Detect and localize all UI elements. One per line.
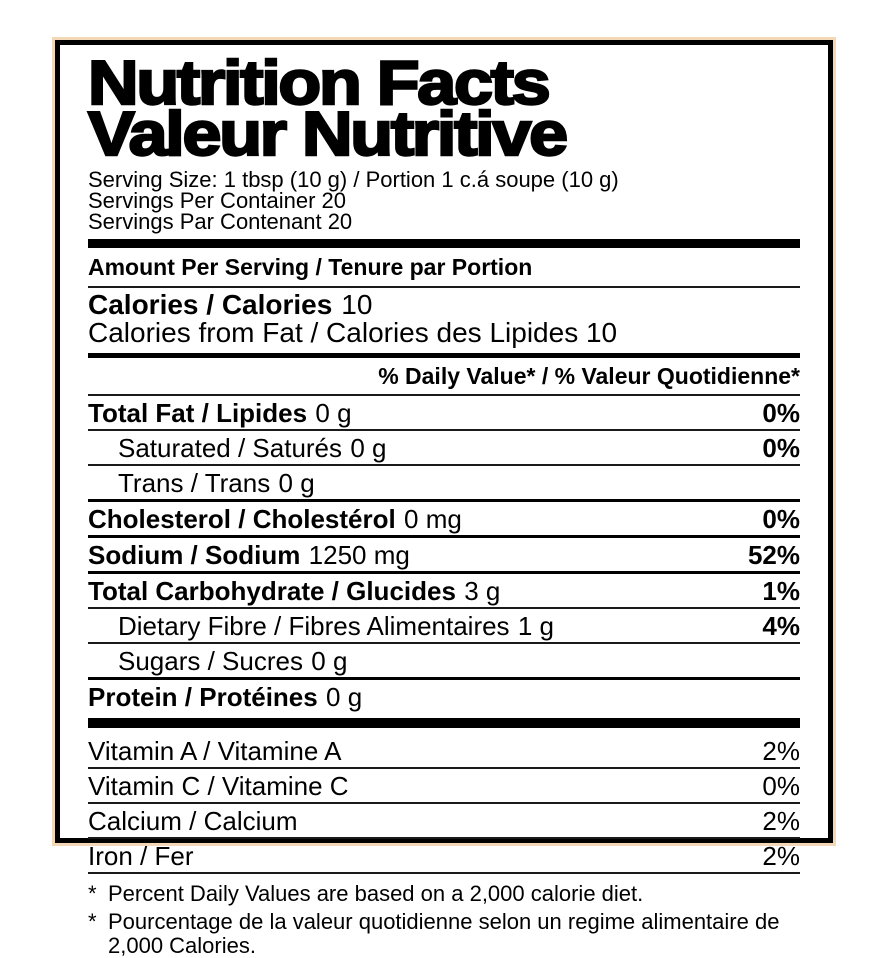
asterisk-marker: *: [88, 908, 97, 934]
nutrient-dv: 4%: [762, 610, 800, 641]
nutrient-label: Dietary Fibre / Fibres Alimentaires: [118, 610, 510, 641]
nutrient-row-carbohydrate: Total Carbohydrate / Glucides 3 g 1%: [88, 574, 800, 607]
nutrient-label: Sodium / Sodium: [88, 539, 301, 570]
divider: [88, 498, 800, 502]
vitamin-dv: 2%: [762, 840, 800, 871]
servings-par-contenant: Servings Par Contenant 20: [88, 208, 353, 234]
footnote-text: Pourcentage de la valeur quotidienne sel…: [108, 908, 780, 958]
nutrient-label: Total Fat / Lipides: [88, 397, 308, 428]
nutrient-amount: 0 g: [278, 467, 315, 498]
divider: [88, 428, 800, 431]
nutrient-row-trans: Trans / Trans 0 g: [88, 466, 800, 499]
calories-row: Calories / Calories 10: [88, 288, 800, 320]
divider: [88, 801, 800, 804]
divider: [88, 393, 800, 396]
footnote-french: * Pourcentage de la valeur quotidienne s…: [88, 908, 800, 958]
daily-value-header: % Daily Value* / % Valeur Quotidienne*: [378, 362, 800, 389]
nutrient-row-saturated: Saturated / Saturés 0 g 0%: [88, 431, 800, 464]
nutrient-row-sodium: Sodium / Sodium 1250 mg 52%: [88, 538, 800, 571]
nutrient-amount: 0 g: [350, 432, 387, 463]
nutrient-dv: 0%: [762, 503, 800, 534]
divider: [88, 676, 800, 680]
nutrient-dv: 52%: [747, 539, 800, 570]
amount-per-serving-header: Amount Per Serving / Tenure par Portion: [88, 253, 533, 280]
vitamin-dv: 2%: [762, 735, 800, 766]
vitamin-row-iron: Iron / Fer 2%: [88, 839, 800, 872]
servings-per-container: Servings Per Container 20: [88, 187, 347, 213]
nutrient-row-protein: Protein / Protéines 0 g: [88, 680, 800, 713]
vitamin-row-a: Vitamin A / Vitamine A 2%: [88, 734, 800, 767]
nutrient-label: Protein / Protéines: [88, 681, 318, 712]
vitamin-label: Vitamin A / Vitamine A: [88, 735, 342, 766]
nutrient-dv: 1%: [762, 575, 800, 606]
nutrient-amount: 0 mg: [404, 503, 462, 534]
nutrient-row-fibre: Dietary Fibre / Fibres Alimentaires 1 g 4…: [88, 609, 800, 642]
nutrient-row-cholesterol: Cholesterol / Cholestérol 0 mg 0%: [88, 502, 800, 535]
label-content: Nutrition Facts Valeur Nutritive Serving…: [60, 45, 828, 958]
nutrient-dv: 0%: [762, 397, 800, 428]
serving-size: Serving Size: 1 tbsp (10 g) / Portion 1 …: [88, 166, 619, 192]
label-title: Nutrition Facts Valeur Nutritive: [87, 49, 800, 169]
vitamin-label: Calcium / Calcium: [88, 805, 298, 836]
nutrition-facts-label: Nutrition Facts Valeur Nutritive Serving…: [52, 37, 836, 957]
nutrient-label: Sugars / Sucres: [118, 645, 303, 676]
nutrient-amount: 1 g: [517, 610, 555, 641]
nutrient-label: Saturated / Saturés: [118, 432, 343, 463]
divider: [88, 766, 800, 769]
nutrient-row-sugars: Sugars / Sucres 0 g: [88, 644, 800, 677]
calories-from-fat-row: Calories from Fat / Calories des Lipides…: [88, 316, 618, 348]
nutrient-label: Total Carbohydrate / Glucides: [88, 575, 456, 606]
footnote-text: Percent Daily Values are based on a 2,00…: [108, 880, 644, 906]
thick-divider-top: [88, 238, 800, 248]
nutrient-row-total-fat: Total Fat / Lipides 0 g 0%: [88, 396, 800, 429]
nutrient-label: Cholesterol / Cholestérol: [88, 503, 396, 534]
title-french: Valeur Nutritive: [87, 99, 570, 169]
asterisk-marker: *: [88, 880, 97, 906]
calories-value: 10: [341, 288, 373, 320]
nutrient-amount: 0 g: [326, 681, 363, 712]
divider: [88, 285, 800, 288]
vitamin-label: Vitamin C / Vitamine C: [88, 770, 349, 801]
nutrient-dv: 0%: [762, 432, 800, 463]
divider: [88, 641, 800, 644]
nutrient-label: Trans / Trans: [118, 467, 271, 498]
divider: [88, 352, 800, 358]
divider: [88, 463, 800, 466]
vitamin-label: Iron / Fer: [88, 840, 194, 871]
vitamin-dv: 0%: [762, 770, 800, 801]
nutrient-amount: 1250 mg: [308, 539, 410, 570]
vitamin-dv: 2%: [762, 805, 800, 836]
nutrient-amount: 0 g: [311, 645, 348, 676]
divider: [88, 836, 800, 839]
vitamin-row-calcium: Calcium / Calcium 2%: [88, 804, 800, 837]
divider: [88, 534, 800, 538]
thick-divider-vitamins: [88, 717, 800, 728]
divider: [88, 606, 800, 609]
footnote-english: * Percent Daily Values are based on a 2,…: [88, 880, 800, 906]
nutrient-amount: 3 g: [464, 575, 501, 606]
title-english: Nutrition Facts: [87, 49, 552, 118]
calories-block: Calories / Calories 10 Calories from Fat …: [88, 288, 800, 353]
vitamin-row-c: Vitamin C / Vitamine C 0%: [88, 769, 800, 802]
nutrient-amount: 0 g: [315, 397, 352, 428]
divider: [88, 570, 800, 574]
divider: [88, 871, 800, 874]
calories-label: Calories / Calories: [88, 288, 333, 320]
footnotes: * Percent Daily Values are based on a 2,…: [88, 880, 800, 958]
serving-info: Serving Size: 1 tbsp (10 g) / Portion 1 …: [88, 166, 800, 234]
